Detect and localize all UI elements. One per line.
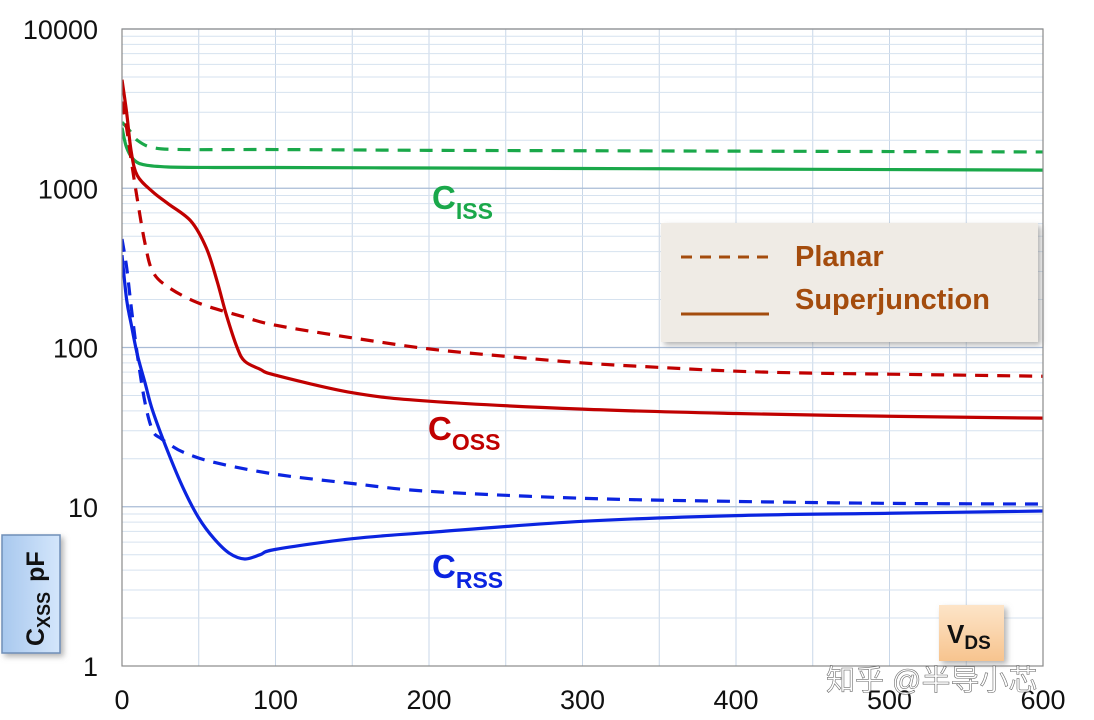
- series-crss-superjunction: [122, 255, 1043, 561]
- y-tick-label: 1000: [38, 174, 98, 204]
- x-tick-labels: 0 100 200 300 400 500 600: [114, 685, 1065, 715]
- y-tick-labels: 1 10 100 1000 10000: [23, 15, 98, 682]
- x-tick-label: 300: [560, 685, 605, 715]
- y-tick-label: 10000: [23, 15, 98, 45]
- svg-text:CXSSpF: CXSSpF: [22, 551, 54, 646]
- x-tick-label: 0: [114, 685, 129, 715]
- y-axis-label: CXSSpF: [1, 534, 61, 654]
- series-ciss-superjunction: [122, 127, 1043, 172]
- x-tick-label: 100: [253, 685, 298, 715]
- annotation-coss: COSS: [428, 410, 500, 455]
- annotation-crss: CRSS: [432, 548, 503, 593]
- series-layer: [122, 79, 1043, 561]
- legend: Planar Superjunction: [661, 223, 1038, 342]
- annotation-ciss: CISS: [432, 179, 493, 224]
- series-coss-planar: [122, 101, 1043, 378]
- legend-label-planar: Planar: [795, 241, 884, 273]
- x-tick-label: 500: [867, 685, 912, 715]
- x-tick-label: 400: [713, 685, 758, 715]
- watermark: 知乎 @半导小芯: [826, 664, 1038, 697]
- series-coss-superjunction: [122, 79, 1043, 420]
- x-axis-label: VDS: [939, 605, 1004, 661]
- svg-text:VDS: VDS: [947, 619, 991, 654]
- y-tick-label: 1: [83, 652, 98, 682]
- y-tick-label: 100: [53, 334, 98, 364]
- legend-box: [661, 223, 1038, 342]
- x-tick-label: 200: [406, 685, 451, 715]
- legend-label-superjunction: Superjunction: [795, 284, 990, 316]
- y-tick-label: 10: [68, 493, 98, 523]
- series-ciss-planar: [122, 121, 1043, 154]
- plot-frame: [121, 28, 1044, 667]
- x-tick-label: 600: [1020, 685, 1065, 715]
